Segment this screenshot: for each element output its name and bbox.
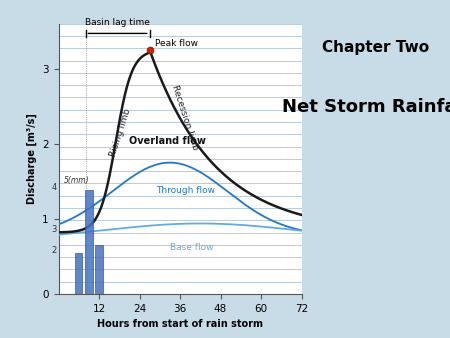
Text: Basin lag time: Basin lag time [85,18,150,27]
Text: 4: 4 [52,184,57,192]
Text: Base flow: Base flow [170,243,213,252]
Bar [85,190,93,294]
Y-axis label: Discharge [m³/s]: Discharge [m³/s] [27,114,36,204]
X-axis label: Hours from start of rain storm: Hours from start of rain storm [97,319,263,329]
Text: 3: 3 [51,225,57,235]
Bar [95,245,103,294]
Text: Net Storm Rainfall: Net Storm Rainfall [283,98,450,116]
Text: Chapter Two: Chapter Two [322,40,429,55]
Bar [75,253,82,294]
Text: 2: 2 [52,246,57,255]
Text: Rising limb: Rising limb [109,107,133,158]
Text: 5(mm): 5(mm) [63,176,89,185]
Text: Through flow: Through flow [157,186,216,195]
Text: Recession limb: Recession limb [170,84,200,151]
Text: Overland flow: Overland flow [130,136,206,146]
Text: Peak flow: Peak flow [155,39,198,48]
